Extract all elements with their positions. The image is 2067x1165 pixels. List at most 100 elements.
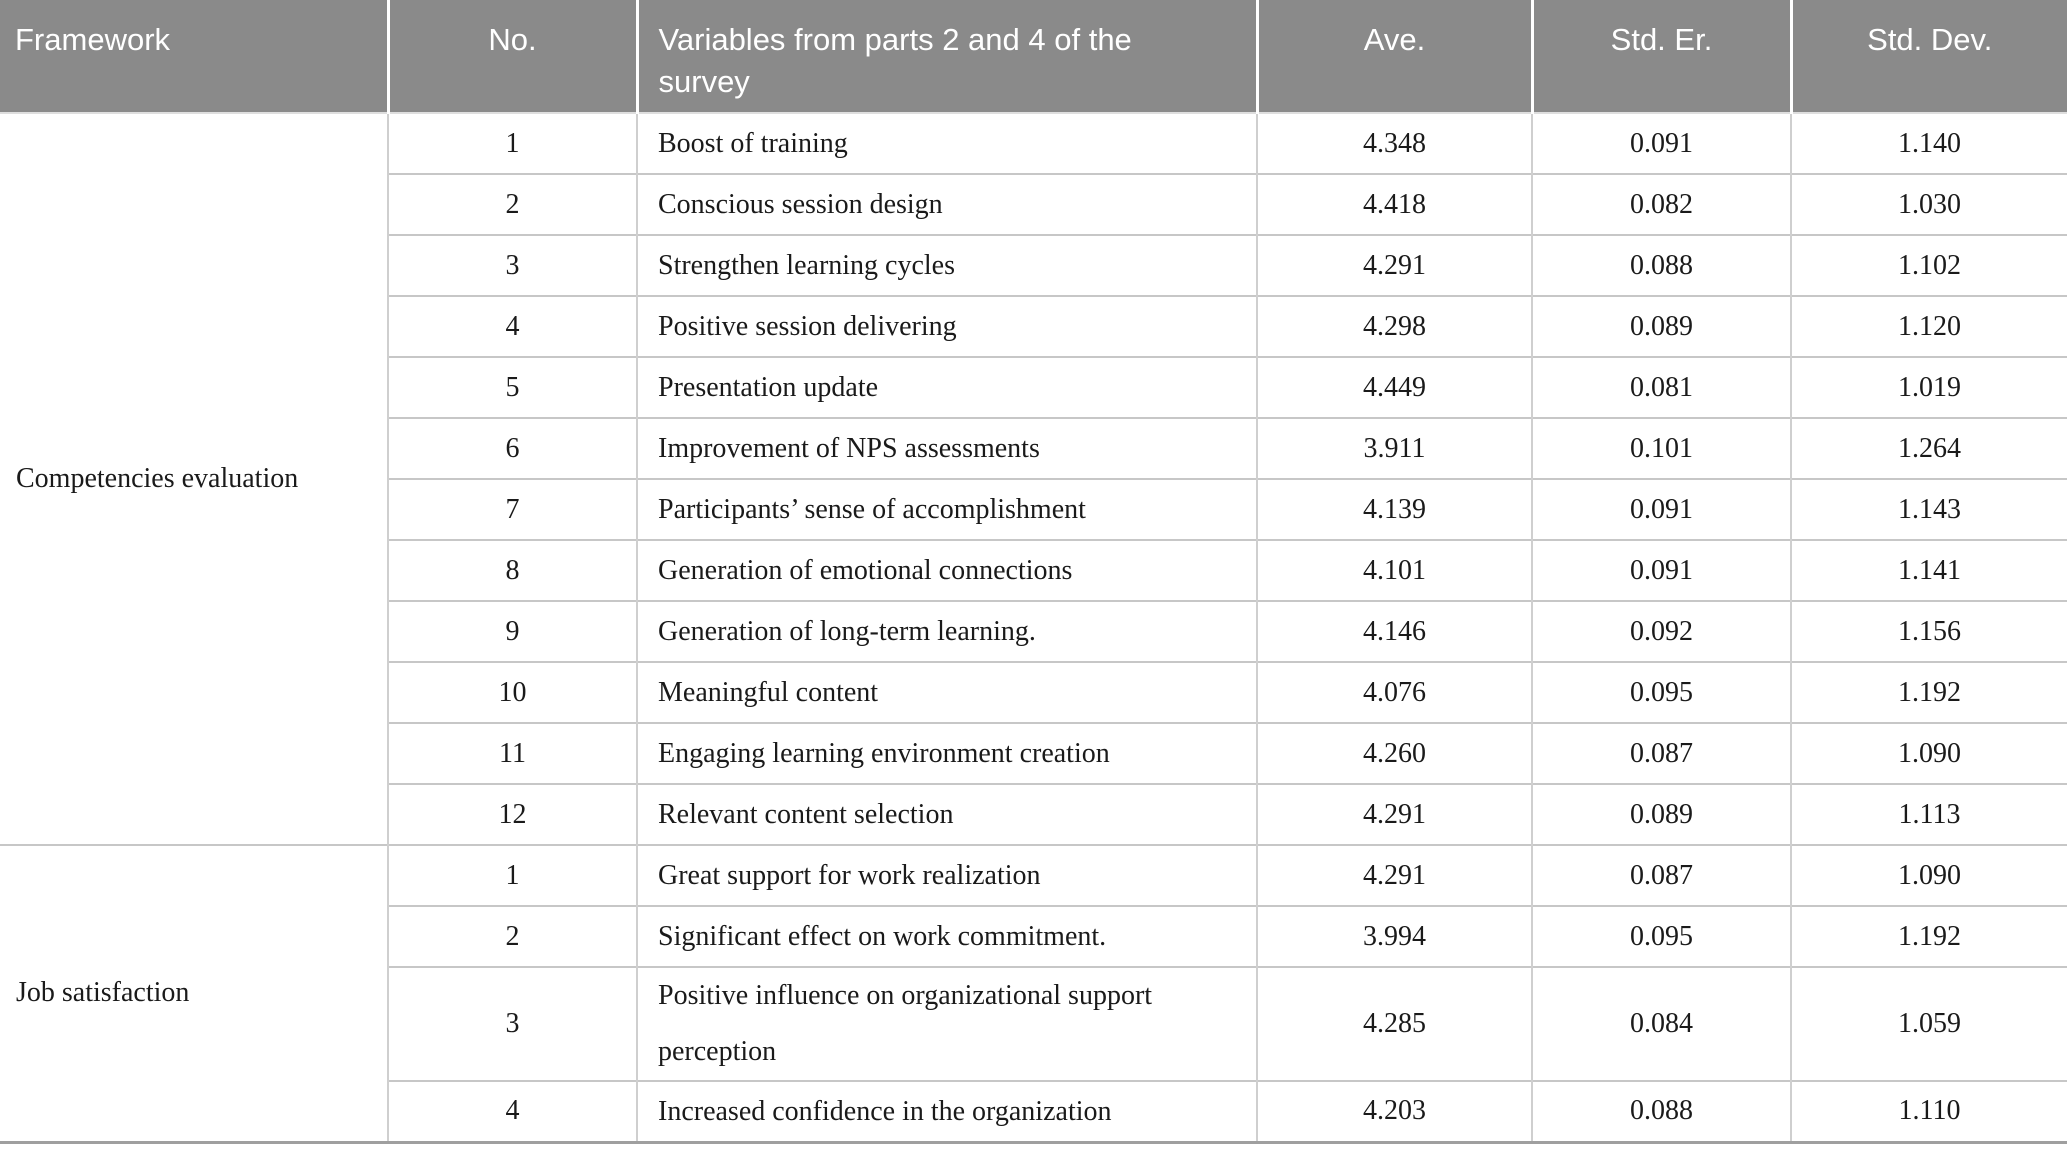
- std-error-cell: 0.082: [1531, 173, 1791, 235]
- average-cell: 4.203: [1256, 1080, 1532, 1142]
- table-row: 12 Relevant content selection 4.291 0.089 1.…: [0, 783, 2067, 845]
- std-error-cell: 0.088: [1531, 234, 1791, 296]
- std-dev-cell: 1.113: [1790, 783, 2067, 845]
- std-dev-cell: 1.030: [1790, 173, 2067, 235]
- average-cell: 4.291: [1256, 844, 1532, 906]
- row-number-cell: 7: [387, 478, 637, 540]
- table-row: 3 Positive influence on organizational su…: [0, 966, 2067, 1081]
- row-number-cell: 9: [387, 600, 637, 662]
- table-row: 2 Significant effect on work commitment. 3…: [0, 905, 2067, 967]
- framework-cell: Job satisfaction: [0, 844, 388, 1142]
- table-row: 4 Increased confidence in the organizatio…: [0, 1080, 2067, 1142]
- std-error-cell: 0.081: [1531, 356, 1791, 418]
- std-dev-cell: 1.120: [1790, 295, 2067, 357]
- table-row: 9 Generation of long-term learning. 4.146 0…: [0, 600, 2067, 662]
- std-dev-cell: 1.019: [1790, 356, 2067, 418]
- variable-cell: Relevant content selection: [636, 783, 1257, 845]
- std-error-cell: 0.089: [1531, 783, 1791, 845]
- header-ave: Ave.: [1255, 0, 1532, 114]
- row-number-cell: 3: [387, 966, 637, 1081]
- table-row: 3 Strengthen learning cycles 4.291 0.088 1.1…: [0, 234, 2067, 296]
- std-error-cell: 0.092: [1531, 600, 1791, 662]
- header-row: Framework No. Variables from parts 2 and…: [0, 0, 2067, 114]
- table-row: 7 Participants’ sense of accomplishment 4.…: [0, 478, 2067, 540]
- variable-cell: Participants’ sense of accomplishment: [636, 478, 1257, 540]
- average-cell: 4.076: [1256, 661, 1532, 723]
- std-error-cell: 0.095: [1531, 905, 1791, 967]
- row-number-cell: 6: [387, 417, 637, 479]
- framework-cell: Competencies evaluation: [16, 463, 299, 494]
- row-number-cell: 1: [387, 844, 637, 906]
- std-error-cell: 0.091: [1531, 539, 1791, 601]
- std-dev-cell: 1.143: [1790, 478, 2067, 540]
- variable-cell: Positive session delivering: [636, 295, 1257, 357]
- std-error-cell: 0.091: [1531, 113, 1791, 174]
- header-std-dev: Std. Dev.: [1789, 0, 2067, 114]
- average-cell: 4.139: [1256, 478, 1532, 540]
- variable-cell: Strengthen learning cycles: [636, 234, 1257, 296]
- variable-cell: Conscious session design: [636, 173, 1257, 235]
- variable-cell: Improvement of NPS assessments: [636, 417, 1257, 479]
- average-cell: 4.146: [1256, 600, 1532, 662]
- row-number-cell: 10: [387, 661, 637, 723]
- std-dev-cell: 1.102: [1790, 234, 2067, 296]
- std-dev-cell: 1.192: [1790, 905, 2067, 967]
- std-dev-cell: 1.059: [1790, 966, 2067, 1081]
- std-error-cell: 0.101: [1531, 417, 1791, 479]
- variable-cell: Positive influence on organizational sup…: [636, 966, 1257, 1081]
- table-row: Job satisfaction 1 Great support for work …: [0, 844, 2067, 1142]
- row-number-cell: 4: [387, 1080, 637, 1142]
- std-error-cell: 0.087: [1531, 844, 1791, 906]
- variable-cell: Meaningful content: [636, 661, 1257, 723]
- std-dev-cell: 1.140: [1790, 113, 2067, 174]
- std-dev-cell: 1.264: [1790, 417, 2067, 479]
- average-cell: 4.291: [1256, 234, 1532, 296]
- row-number-cell: 2: [387, 905, 637, 967]
- table-row: 2 Conscious session design 4.418 0.082 1.030: [0, 173, 2067, 235]
- variable-cell: Generation of emotional connections: [636, 539, 1257, 601]
- variable-cell: Significant effect on work commitment.: [636, 905, 1257, 967]
- header-framework: Framework: [0, 0, 388, 114]
- variable-cell: Increased confidence in the organization: [636, 1080, 1257, 1142]
- table-row: 11 Engaging learning environment creation…: [0, 722, 2067, 784]
- row-number-cell: 3: [387, 234, 637, 296]
- average-cell: 4.418: [1256, 173, 1532, 235]
- table-row: 5 Presentation update 4.449 0.081 1.019: [0, 356, 2067, 418]
- average-cell: 4.260: [1256, 722, 1532, 784]
- row-number-cell: 1: [387, 113, 637, 174]
- average-cell: 4.101: [1256, 539, 1532, 601]
- std-error-cell: 0.091: [1531, 478, 1791, 540]
- std-error-cell: 0.089: [1531, 295, 1791, 357]
- framework-section: Competencies evaluation 1 Boost of trainin…: [0, 113, 2067, 845]
- table-header: Framework No. Variables from parts 2 and…: [0, 0, 2067, 114]
- row-number-cell: 4: [387, 295, 637, 357]
- row-number-cell: 12: [387, 783, 637, 845]
- row-number-cell: 5: [387, 356, 637, 418]
- variable-cell: Presentation update: [636, 356, 1257, 418]
- header-variables: Variables from parts 2 and 4 of the surv…: [635, 0, 1257, 114]
- std-error-cell: 0.088: [1531, 1080, 1791, 1142]
- average-cell: 4.285: [1256, 966, 1532, 1081]
- table-row: 8 Generation of emotional connections 4.10…: [0, 539, 2067, 601]
- std-dev-cell: 1.110: [1790, 1080, 2067, 1142]
- row-number-cell: 11: [387, 722, 637, 784]
- std-dev-cell: 1.156: [1790, 600, 2067, 662]
- average-cell: 4.449: [1256, 356, 1532, 418]
- framework-section: Job satisfaction 1 Great support for work …: [0, 844, 2067, 1142]
- average-cell: 3.911: [1256, 417, 1532, 479]
- average-cell: 3.994: [1256, 905, 1532, 967]
- std-dev-cell: 1.090: [1790, 844, 2067, 906]
- variable-cell: Engaging learning environment creation: [636, 722, 1257, 784]
- std-dev-cell: 1.141: [1790, 539, 2067, 601]
- variable-cell: Great support for work realization: [636, 844, 1257, 906]
- variable-cell: Boost of training: [636, 113, 1257, 174]
- table-row: 4 Positive session delivering 4.298 0.089 1.…: [0, 295, 2067, 357]
- std-dev-cell: 1.090: [1790, 722, 2067, 784]
- std-error-cell: 0.087: [1531, 722, 1791, 784]
- average-cell: 4.298: [1256, 295, 1532, 357]
- std-error-cell: 0.095: [1531, 661, 1791, 723]
- variable-cell: Generation of long-term learning.: [636, 600, 1257, 662]
- average-cell: 4.291: [1256, 783, 1532, 845]
- table-row: Competencies evaluation 1 Boost of trainin…: [0, 113, 2067, 494]
